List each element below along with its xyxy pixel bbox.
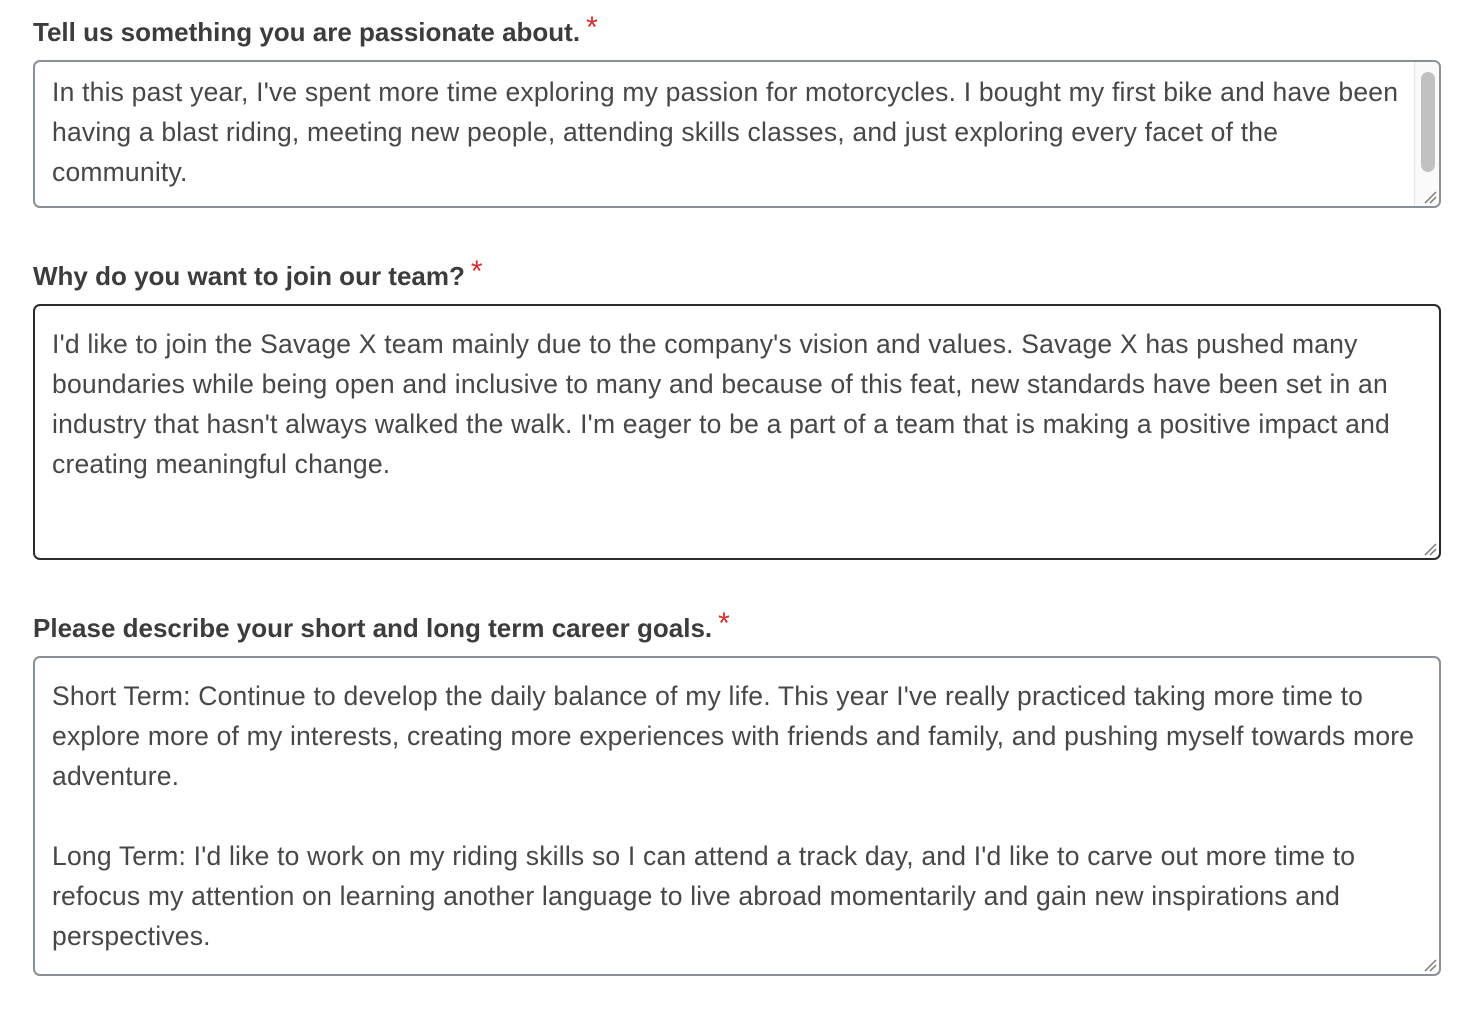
join-team-textarea[interactable]: I'd like to join the Savage X team mainl… bbox=[33, 304, 1441, 560]
resize-grip-icon[interactable] bbox=[1423, 542, 1437, 556]
passion-textarea[interactable]: In this past year, I've spent more time … bbox=[33, 60, 1441, 208]
required-asterisk-icon: * bbox=[470, 255, 483, 288]
career-goals-label-text: Please describe your short and long term… bbox=[33, 613, 713, 643]
join-team-label: Why do you want to join our team? * bbox=[33, 256, 483, 292]
passion-label: Tell us something you are passionate abo… bbox=[33, 12, 598, 48]
resize-grip-icon[interactable] bbox=[1423, 958, 1437, 972]
passion-label-text: Tell us something you are passionate abo… bbox=[33, 17, 581, 47]
career-goals-textarea-value: Short Term: Continue to develop the dail… bbox=[52, 681, 1415, 951]
required-asterisk-icon: * bbox=[586, 11, 598, 44]
career-goals-textarea[interactable]: Short Term: Continue to develop the dail… bbox=[33, 656, 1441, 976]
career-goals-label: Please describe your short and long term… bbox=[33, 608, 730, 644]
resize-grip-icon[interactable] bbox=[1423, 190, 1437, 204]
passion-scrollbar[interactable] bbox=[1414, 62, 1439, 206]
required-asterisk-icon: * bbox=[718, 607, 730, 640]
join-team-label-text: Why do you want to join our team? bbox=[33, 261, 465, 291]
passion-textarea-value: In this past year, I've spent more time … bbox=[52, 77, 1406, 187]
join-team-textarea-value: I'd like to join the Savage X team mainl… bbox=[52, 329, 1398, 479]
passion-scrollbar-thumb[interactable] bbox=[1421, 72, 1435, 172]
